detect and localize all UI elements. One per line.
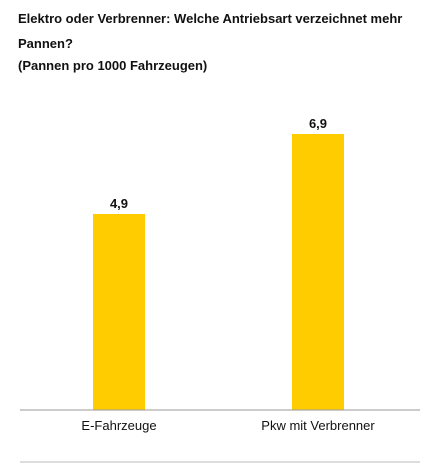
chart-title: Elektro oder Verbrenner: Welche Antriebs… xyxy=(18,11,403,51)
labels-group: 4,9 E-Fahrzeuge 6,9 Pkw mit Verbrenner xyxy=(81,116,375,433)
category-label-1: Pkw mit Verbrenner xyxy=(261,418,375,433)
bar-value-label-0: 4,9 xyxy=(110,196,128,211)
bar-1 xyxy=(292,134,344,410)
bar-0 xyxy=(93,214,145,410)
chart-subtitle: (Pannen pro 1000 Fahrzeugen) xyxy=(18,58,208,73)
bars-group xyxy=(93,134,344,410)
bar-value-label-1: 6,9 xyxy=(309,116,327,131)
chart-header: Elektro oder Verbrenner: Welche Antriebs… xyxy=(18,6,418,76)
category-label-0: E-Fahrzeuge xyxy=(81,418,156,433)
